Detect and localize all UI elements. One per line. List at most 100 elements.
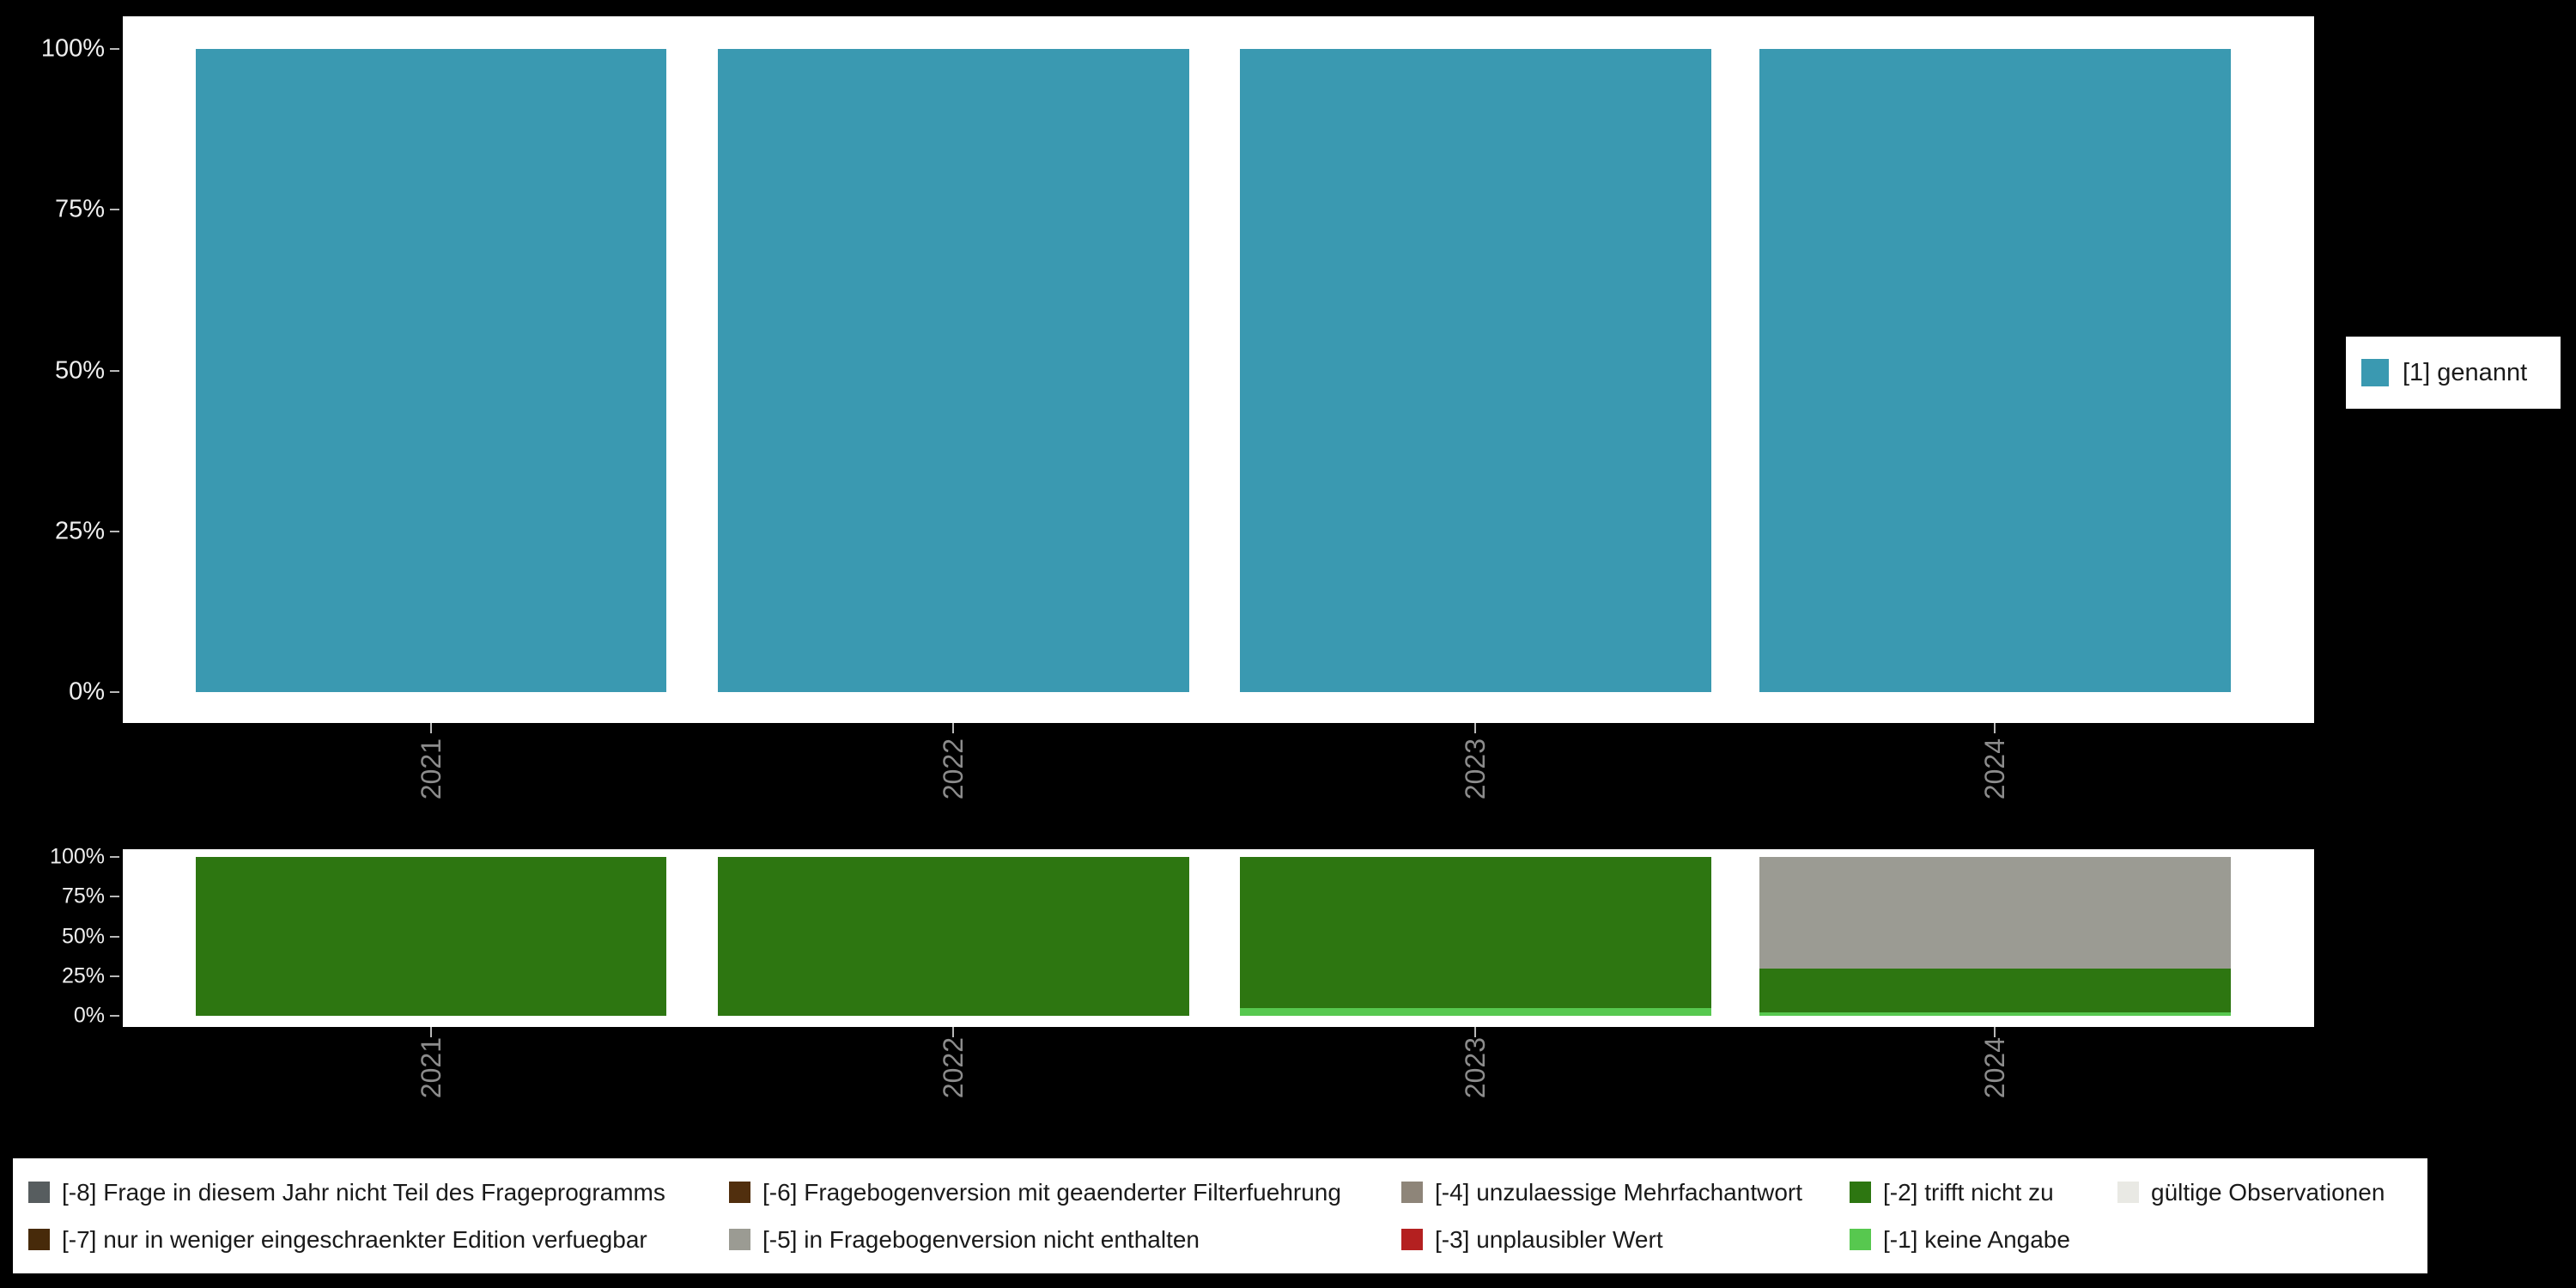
- legend-item: [-2] trifft nicht zu: [1850, 1179, 2117, 1206]
- y-axis-tick: [110, 1015, 119, 1017]
- x-axis-label: 2022: [932, 738, 975, 850]
- legend-label: [-8] Frage in diesem Jahr nicht Teil des…: [62, 1178, 665, 1206]
- y-axis-tick: [110, 856, 119, 858]
- bar-2023: [1240, 49, 1711, 692]
- x-axis-label: 2021: [410, 1037, 453, 1149]
- missing-values-chart-panel: [123, 849, 2314, 1027]
- x-axis-label: 2024: [1973, 738, 2016, 850]
- x-axis-tick: [430, 723, 433, 733]
- bar-2023: [1240, 857, 1711, 1016]
- main-chart-plot-area: [123, 49, 2314, 692]
- y-axis-tick-label: 100%: [40, 34, 105, 63]
- x-axis-label-text: 2021: [416, 738, 447, 800]
- legend-item: [-3] unplausibler Wert: [1401, 1226, 1850, 1254]
- x-axis-label: 2021: [410, 738, 453, 850]
- x-axis-label-text: 2023: [1460, 1037, 1492, 1099]
- bar-segment: [717, 857, 1189, 1016]
- legend-label: [-2] trifft nicht zu: [1883, 1178, 2054, 1206]
- legend-item: [1] genannt: [2361, 359, 2527, 387]
- y-axis-tick-label: 0%: [73, 1003, 105, 1028]
- bar-segment: [1759, 857, 2231, 969]
- x-axis-tick: [1994, 723, 1996, 733]
- main-chart-panel: [123, 16, 2314, 723]
- x-axis-tick: [952, 723, 955, 733]
- x-axis-tick: [1474, 723, 1477, 733]
- legend-swatch: [1850, 1229, 1871, 1250]
- legend-item: gültige Observationen: [2117, 1179, 2427, 1206]
- bar-segment: [1759, 1012, 2231, 1016]
- legend-swatch: [1850, 1182, 1871, 1203]
- legend-item: [-5] in Fragebogenversion nicht enthalte…: [729, 1226, 1401, 1254]
- legend-item: [-1] keine Angabe: [1850, 1226, 2117, 1254]
- y-axis-tick-label: 75%: [61, 884, 105, 908]
- bar-2024: [1759, 857, 2231, 1016]
- bar-segment: [1240, 49, 1711, 692]
- bar-2024: [1759, 49, 2231, 692]
- x-axis-label: 2022: [932, 1037, 975, 1149]
- legend-swatch: [2361, 359, 2389, 386]
- legend-swatch: [28, 1182, 50, 1203]
- missing-values-plot-area: [123, 857, 2314, 1016]
- y-axis-tick: [110, 935, 119, 938]
- x-axis-label-text: 2022: [938, 1037, 969, 1099]
- legend-swatch: [729, 1182, 750, 1203]
- y-axis-tick-label: 100%: [50, 844, 105, 869]
- x-axis-tick: [1474, 1027, 1477, 1037]
- legend-label: gültige Observationen: [2151, 1178, 2385, 1206]
- legend-item: [-6] Fragebogenversion mit geaenderter F…: [729, 1179, 1401, 1206]
- legend-label: [1] genannt: [2403, 358, 2528, 386]
- y-axis-tick-label: 75%: [54, 195, 105, 223]
- legend-swatch: [2117, 1182, 2139, 1203]
- y-axis-tick-label: 0%: [69, 677, 105, 706]
- legend-item: [-7] nur in weniger eingeschraenkter Edi…: [28, 1226, 729, 1254]
- bar-segment: [1759, 968, 2231, 1013]
- x-axis-label: 2024: [1973, 1037, 2016, 1149]
- y-axis-tick: [110, 530, 119, 532]
- y-axis-tick-label: 50%: [54, 356, 105, 384]
- x-axis-label-text: 2021: [416, 1037, 447, 1099]
- legend-swatch: [1401, 1182, 1423, 1203]
- y-axis-tick: [110, 209, 119, 211]
- bar-2022: [717, 49, 1189, 692]
- y-axis-tick: [110, 896, 119, 898]
- x-axis-label-text: 2024: [1979, 738, 2011, 800]
- bar-segment: [717, 49, 1189, 692]
- legend-swatch: [1401, 1229, 1423, 1250]
- legend-label: [-1] keine Angabe: [1883, 1225, 2070, 1253]
- y-axis-tick-label: 25%: [54, 517, 105, 545]
- x-axis-label: 2023: [1454, 1037, 1497, 1149]
- legend-swatch: [729, 1229, 750, 1250]
- x-axis-label-text: 2024: [1979, 1037, 2011, 1099]
- bar-2022: [717, 857, 1189, 1016]
- legend-label: [-4] unzulaessige Mehrfachantwort: [1435, 1178, 1802, 1206]
- legend-item: [-4] unzulaessige Mehrfachantwort: [1401, 1179, 1850, 1206]
- y-axis-tick: [110, 369, 119, 372]
- legend-label: [-6] Fragebogenversion mit geaenderter F…: [762, 1178, 1341, 1206]
- legend-swatch: [28, 1229, 50, 1250]
- main-chart-legend: [1] genannt: [2346, 337, 2561, 409]
- bar-2021: [195, 857, 667, 1016]
- bar-segment: [1240, 857, 1711, 1008]
- legend-item: [-8] Frage in diesem Jahr nicht Teil des…: [28, 1179, 729, 1206]
- y-axis-tick: [110, 691, 119, 693]
- bar-segment: [195, 857, 667, 1016]
- x-axis-tick: [1994, 1027, 1996, 1037]
- x-axis-tick: [952, 1027, 955, 1037]
- bar-segment: [195, 49, 667, 692]
- y-axis-tick: [110, 48, 119, 50]
- legend-label: [-3] unplausibler Wert: [1435, 1225, 1663, 1253]
- bar-segment: [1240, 1007, 1711, 1016]
- legend-label: [-7] nur in weniger eingeschraenkter Edi…: [62, 1225, 647, 1253]
- x-axis-label: 2023: [1454, 738, 1497, 850]
- bar-2021: [195, 49, 667, 692]
- bar-segment: [1759, 49, 2231, 692]
- legend-label: [-5] in Fragebogenversion nicht enthalte…: [762, 1225, 1200, 1253]
- x-axis-tick: [430, 1027, 433, 1037]
- y-axis-tick-label: 50%: [61, 924, 105, 948]
- y-axis-tick-label: 25%: [61, 963, 105, 988]
- missing-values-legend: [-8] Frage in diesem Jahr nicht Teil des…: [13, 1158, 2427, 1273]
- x-axis-label-text: 2023: [1460, 738, 1492, 800]
- x-axis-label-text: 2022: [938, 738, 969, 800]
- y-axis-tick: [110, 975, 119, 977]
